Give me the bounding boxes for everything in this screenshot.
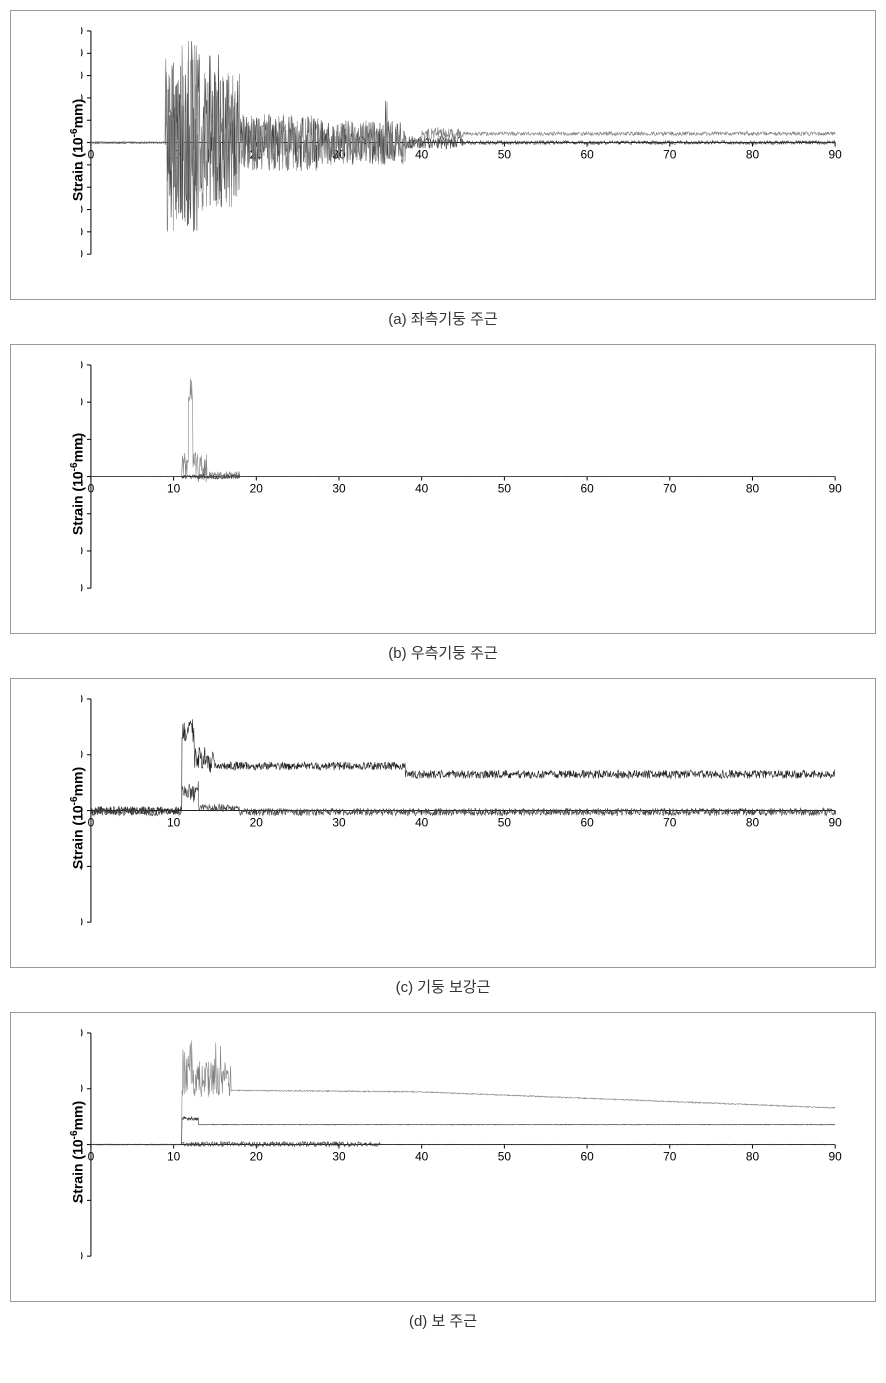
chart-a-svg: -3500-2800-2100-1400-7000700140021002800… <box>81 26 855 274</box>
chart-c-caption: (c) 기둥 보강근 <box>10 976 876 997</box>
svg-text:90: 90 <box>829 1149 843 1163</box>
chart-b-inner: Strain (10-6mm) -90000-60000-30000030000… <box>81 360 855 608</box>
chart-d-svg: -14000-700007000140000102030405060708090 <box>81 1028 855 1276</box>
svg-text:-14000: -14000 <box>81 1249 83 1263</box>
svg-text:60: 60 <box>580 815 594 829</box>
svg-text:0: 0 <box>88 1149 95 1163</box>
chart-a-ylabel: Strain (10-6mm) <box>69 99 86 201</box>
chart-b-svg: -90000-60000-300000300006000090000010203… <box>81 360 855 608</box>
chart-c-svg: -400-20002004000102030405060708090 <box>81 694 855 942</box>
svg-text:90: 90 <box>829 481 843 495</box>
svg-text:80: 80 <box>746 815 760 829</box>
svg-text:70: 70 <box>663 815 677 829</box>
svg-text:60: 60 <box>580 1149 594 1163</box>
svg-text:40: 40 <box>415 815 429 829</box>
svg-text:2100: 2100 <box>81 69 83 83</box>
svg-text:-400: -400 <box>81 915 83 929</box>
svg-text:10: 10 <box>167 481 181 495</box>
svg-text:-2800: -2800 <box>81 225 83 239</box>
svg-text:70: 70 <box>663 1149 677 1163</box>
svg-text:90: 90 <box>829 815 843 829</box>
svg-text:40: 40 <box>415 1149 429 1163</box>
svg-text:0: 0 <box>88 481 95 495</box>
svg-text:10: 10 <box>167 1149 181 1163</box>
svg-text:40: 40 <box>415 481 429 495</box>
svg-text:50: 50 <box>498 815 512 829</box>
svg-text:60: 60 <box>580 481 594 495</box>
svg-text:50: 50 <box>498 1149 512 1163</box>
svg-text:30: 30 <box>332 1149 346 1163</box>
svg-text:20: 20 <box>250 815 264 829</box>
svg-text:90: 90 <box>829 147 843 161</box>
chart-a-inner: Strain (10-6mm) -3500-2800-2100-1400-700… <box>81 26 855 274</box>
chart-panel-c: Strain (10-6mm) -400-2000200400010203040… <box>10 678 876 968</box>
svg-text:-90000: -90000 <box>81 581 83 595</box>
chart-b-caption: (b) 우측기둥 주근 <box>10 642 876 663</box>
svg-text:200: 200 <box>81 748 83 762</box>
svg-text:60: 60 <box>580 147 594 161</box>
svg-text:20: 20 <box>250 1149 264 1163</box>
svg-text:80: 80 <box>746 481 760 495</box>
svg-text:10: 10 <box>167 815 181 829</box>
chart-panel-d: Strain (10-6mm) -14000-70000700014000010… <box>10 1012 876 1302</box>
chart-panel-b: Strain (10-6mm) -90000-60000-30000030000… <box>10 344 876 634</box>
svg-text:20: 20 <box>250 481 264 495</box>
svg-text:70: 70 <box>663 481 677 495</box>
chart-panel-a: Strain (10-6mm) -3500-2800-2100-1400-700… <box>10 10 876 300</box>
chart-b-ylabel: Strain (10-6mm) <box>69 433 86 535</box>
svg-text:7000: 7000 <box>81 1082 83 1096</box>
svg-text:14000: 14000 <box>81 1028 83 1040</box>
svg-text:400: 400 <box>81 694 83 706</box>
svg-text:50: 50 <box>498 481 512 495</box>
svg-text:50: 50 <box>498 147 512 161</box>
chart-d-caption: (d) 보 주근 <box>10 1310 876 1331</box>
svg-text:30: 30 <box>332 815 346 829</box>
svg-text:2800: 2800 <box>81 46 83 60</box>
svg-text:30: 30 <box>332 481 346 495</box>
chart-a-caption: (a) 좌측기둥 주근 <box>10 308 876 329</box>
chart-c-ylabel: Strain (10-6mm) <box>69 767 86 869</box>
svg-text:80: 80 <box>746 147 760 161</box>
svg-text:-60000: -60000 <box>81 544 83 558</box>
svg-text:60000: 60000 <box>81 395 83 409</box>
svg-text:0: 0 <box>88 815 95 829</box>
chart-d-inner: Strain (10-6mm) -14000-70000700014000010… <box>81 1028 855 1276</box>
svg-text:0: 0 <box>88 147 95 161</box>
svg-text:3500: 3500 <box>81 26 83 38</box>
svg-text:-2100: -2100 <box>81 202 83 216</box>
chart-c-inner: Strain (10-6mm) -400-2000200400010203040… <box>81 694 855 942</box>
chart-d-ylabel: Strain (10-6mm) <box>69 1101 86 1203</box>
svg-text:70: 70 <box>663 147 677 161</box>
svg-text:-3500: -3500 <box>81 247 83 261</box>
svg-text:80: 80 <box>746 1149 760 1163</box>
svg-text:40: 40 <box>415 147 429 161</box>
svg-text:90000: 90000 <box>81 360 83 372</box>
